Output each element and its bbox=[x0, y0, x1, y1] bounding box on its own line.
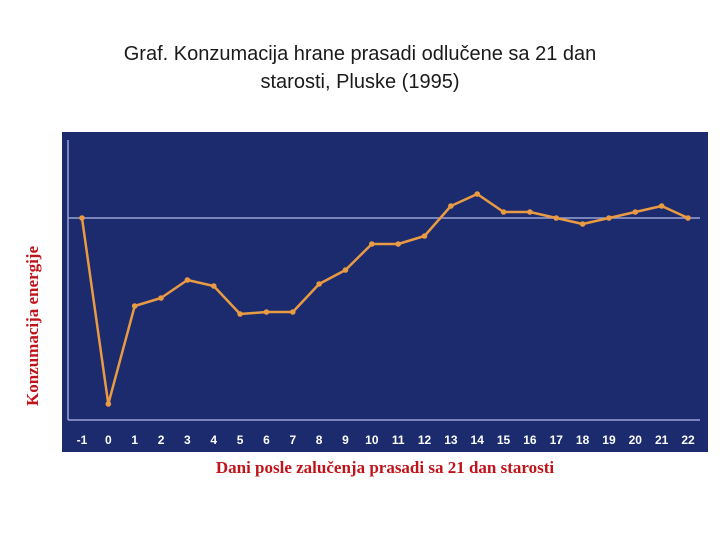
x-tick-label: 12 bbox=[418, 433, 432, 447]
x-tick-label: 10 bbox=[365, 433, 379, 447]
data-point bbox=[421, 233, 428, 239]
x-tick-label: 11 bbox=[392, 433, 405, 447]
x-tick-label: 3 bbox=[184, 433, 191, 447]
y-axis-label: Konzumacija energije bbox=[23, 245, 42, 407]
x-tick-label: 2 bbox=[158, 433, 165, 447]
x-tick-label: 20 bbox=[629, 433, 643, 447]
data-point bbox=[158, 295, 164, 301]
data-point bbox=[527, 209, 533, 215]
data-point bbox=[632, 209, 639, 215]
x-tick-label: 6 bbox=[263, 433, 270, 447]
x-tick-label: 7 bbox=[289, 433, 296, 447]
data-point bbox=[79, 215, 85, 221]
data-point bbox=[263, 309, 270, 315]
x-tick-label: 13 bbox=[444, 433, 458, 447]
data-point bbox=[474, 191, 481, 197]
chart-title: Graf. Konzumacija hrane prasadi odlučene… bbox=[40, 40, 680, 96]
data-point bbox=[316, 281, 322, 287]
data-point bbox=[342, 267, 349, 273]
series-group bbox=[80, 192, 689, 406]
chart-title-line-1: Graf. Konzumacija hrane prasadi odlučene… bbox=[123, 43, 597, 65]
x-tick-label: 5 bbox=[237, 433, 244, 447]
data-points bbox=[79, 191, 691, 407]
x-tick-label: -1 bbox=[77, 433, 88, 447]
x-tick-label: 19 bbox=[602, 433, 616, 447]
data-point bbox=[210, 283, 217, 289]
x-tick-label: 21 bbox=[655, 433, 669, 447]
x-tick-label: 9 bbox=[342, 433, 349, 447]
x-axis-label: Dani posle zalučenja prasadi sa 21 dan s… bbox=[215, 458, 555, 477]
x-tick-label: 18 bbox=[576, 433, 590, 447]
data-point bbox=[579, 221, 586, 227]
x-tick-label: 22 bbox=[681, 433, 695, 447]
data-point bbox=[685, 215, 691, 221]
x-tick-labels: -1 0 1 2 3 4 5 6 7 8 9 10 11 12 13 14 15 16 17 18 19 20 21 22 bbox=[77, 433, 695, 447]
axes bbox=[67, 140, 700, 421]
data-point bbox=[553, 215, 560, 221]
data-point bbox=[500, 209, 507, 215]
x-tick-label: 14 bbox=[471, 433, 485, 447]
series-line bbox=[80, 192, 689, 406]
data-point bbox=[237, 311, 243, 317]
x-tick-label: 4 bbox=[210, 433, 217, 447]
data-point bbox=[658, 203, 665, 209]
x-tick-label: 15 bbox=[497, 433, 511, 447]
data-point bbox=[369, 241, 375, 247]
x-tick-label: 8 bbox=[316, 433, 323, 447]
data-point bbox=[606, 215, 612, 221]
data-point bbox=[105, 401, 112, 407]
x-tick-label: 0 bbox=[105, 433, 112, 447]
x-tick-label: 1 bbox=[131, 433, 138, 447]
data-point bbox=[395, 241, 401, 247]
x-tick-label: 16 bbox=[523, 433, 537, 447]
data-point bbox=[448, 203, 454, 209]
data-point bbox=[289, 309, 296, 315]
data-point bbox=[131, 303, 138, 309]
data-point bbox=[184, 277, 191, 283]
x-tick-label: 17 bbox=[550, 433, 564, 447]
plot-frame bbox=[62, 132, 708, 452]
chart-title-line-2: starosti, Pluske (1995) bbox=[260, 71, 460, 93]
